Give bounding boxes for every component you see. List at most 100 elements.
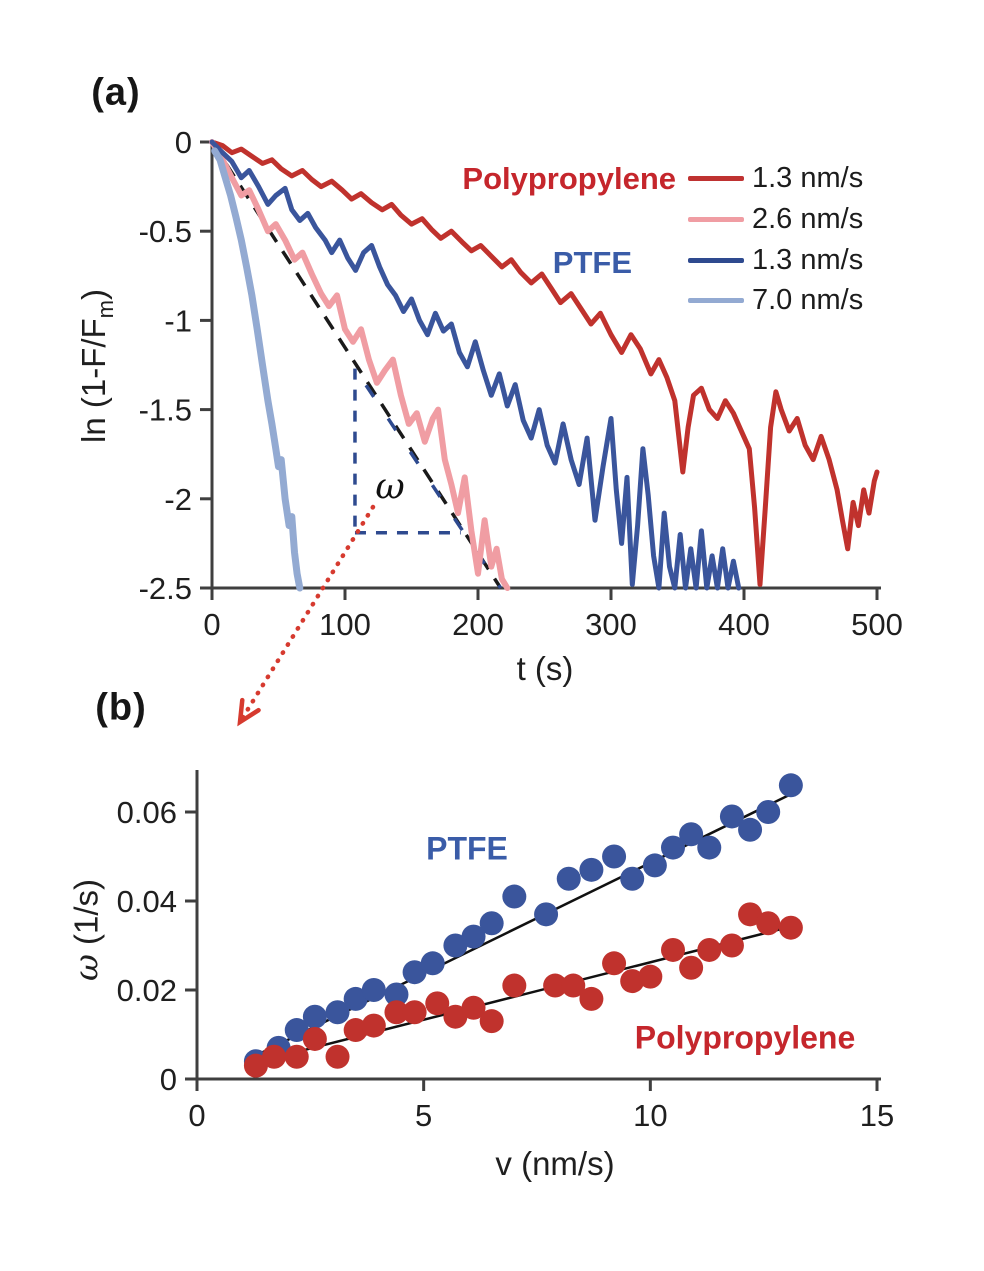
scatter-dot-ptfe — [719, 804, 744, 829]
panel-b-ytick-label: 0 — [160, 1062, 177, 1097]
ylabel-a-sub: m — [92, 300, 118, 319]
scatter-dot-polypropylene — [402, 1000, 427, 1025]
panel-a-xtick-label: 400 — [718, 607, 770, 642]
legend-entry-ptfe-7.0: 7.0 nm/s — [688, 283, 863, 317]
panel-a-ytick-label: -2.5 — [139, 571, 192, 606]
panel-b-x-axis-title: v (nm/s) — [495, 1145, 615, 1182]
scatter-dot-ptfe — [343, 986, 368, 1011]
panel-a-xtick-label: 0 — [203, 607, 220, 642]
scatter-dot-ptfe — [602, 844, 627, 869]
scatter-dot-polypropylene — [561, 973, 586, 998]
scatter-dot-polypropylene — [384, 1000, 409, 1025]
legend-entry-ptfe-1.3: 1.3 nm/s — [688, 243, 863, 277]
legend-label-pp-1.3: 1.3 nm/s — [752, 161, 864, 194]
scatter-dot-polypropylene — [479, 1009, 504, 1034]
scatter-dot-polypropylene — [738, 902, 763, 927]
scatter-dot-ptfe — [697, 835, 722, 860]
panel-b-ytick-label: 0.06 — [117, 795, 177, 830]
legend-line-red-icon — [688, 175, 744, 181]
scatter-dot-ptfe — [642, 853, 667, 878]
panel-b-ytick-label: 0.04 — [117, 884, 177, 919]
scatter-dot-polypropylene — [719, 933, 744, 958]
panel-b-label: (b) — [95, 686, 147, 729]
scatter-dot-ptfe — [579, 857, 604, 882]
scatter-dot-ptfe — [384, 982, 409, 1007]
connector-arrowhead-icon — [237, 697, 261, 727]
panel-a-y-axis-title: ln (1-F/Fm) — [75, 289, 119, 443]
polypropylene-series-label: Polypropylene — [634, 1019, 856, 1056]
scatter-dot-ptfe — [284, 1018, 309, 1043]
ylabel-a-main: ln (1-F/F — [75, 318, 113, 443]
scatter-dot-polypropylene — [461, 995, 486, 1020]
scatter-dot-polypropylene — [302, 1026, 327, 1051]
legend-line-pink-icon — [688, 216, 744, 222]
scatter-dot-polypropylene — [661, 937, 685, 962]
ylabel-b-omega: ω — [66, 954, 106, 982]
curve-ptfe-1-3-nm-s — [209, 139, 742, 591]
scatter-dot-polypropylene — [756, 911, 781, 936]
scatter-dot-polypropylene — [243, 1053, 268, 1078]
scatter-dot-ptfe — [502, 884, 527, 909]
panel-a-ytick-label: -1 — [164, 303, 192, 338]
scatter-dot-ptfe — [778, 773, 803, 798]
panel-a-label: (a) — [91, 71, 141, 114]
scatter-dot-polypropylene — [579, 986, 604, 1011]
scatter-dot-polypropylene — [602, 951, 627, 976]
scatter-dot-polypropylene — [638, 964, 663, 989]
scatter-dot-polypropylene — [502, 973, 527, 998]
scatter-dot-polypropylene — [325, 1044, 350, 1069]
scatter-dot-ptfe — [443, 933, 468, 958]
curve-ptfe-7-0-nm-s — [211, 147, 304, 592]
panel-b-xtick-label: 10 — [633, 1098, 667, 1133]
ylabel-b-rest: (1/s) — [67, 878, 105, 955]
panel-a-xtick-label: 300 — [585, 607, 637, 642]
curve-polypropylene-2-6-nm-s — [209, 139, 511, 591]
panel-a-ytick-label: -2 — [164, 482, 192, 517]
scatter-dot-polypropylene — [778, 915, 803, 940]
panel-b-xtick-label: 0 — [188, 1098, 205, 1133]
scatter-dot-ptfe — [302, 1004, 327, 1029]
scatter-dot-ptfe — [325, 1000, 350, 1025]
legend-group-polypropylene: Polypropylene — [462, 161, 676, 196]
legend-group-ptfe: PTFE — [552, 245, 632, 280]
scatter-dot-ptfe — [661, 835, 685, 860]
legend-label-ptfe-1.3: 1.3 nm/s — [752, 243, 864, 276]
curve-polypropylene-1-3-nm-s — [209, 139, 880, 587]
panel-a-xtick-label: 100 — [319, 607, 371, 642]
legend-entry-pp-1.3: 1.3 nm/s — [688, 161, 863, 195]
scatter-dot-ptfe — [738, 817, 763, 842]
scatter-dot-ptfe — [420, 951, 445, 976]
panel-b-xtick-label: 5 — [415, 1098, 432, 1133]
scatter-dot-ptfe — [756, 800, 781, 824]
ylabel-a-end: ) — [75, 289, 113, 300]
scatter-dot-polypropylene — [679, 955, 704, 980]
scatter-dot-polypropylene — [262, 1044, 287, 1069]
scatter-dot-ptfe — [361, 978, 386, 1002]
scatter-dot-polypropylene — [343, 1018, 368, 1043]
legend-label-ptfe-7.0: 7.0 nm/s — [752, 283, 864, 316]
scatter-dot-ptfe — [479, 911, 504, 936]
panel-a-ytick-label: -0.5 — [139, 214, 192, 249]
panel-a-x-axis-title: t (s) — [516, 650, 574, 687]
panel-b-ytick-label: 0.02 — [117, 973, 177, 1008]
legend-label-pp-2.6: 2.6 nm/s — [752, 202, 864, 235]
panel-b-y-axis-title: ω (1/s) — [67, 879, 106, 981]
scatter-dot-polypropylene — [425, 991, 450, 1016]
scatter-dot-ptfe — [534, 902, 559, 927]
legend-line-navy-icon — [688, 257, 744, 263]
scatter-dot-ptfe — [556, 866, 581, 891]
panel-b-xtick-label: 15 — [860, 1098, 894, 1133]
panel-a-xtick-label: 500 — [851, 607, 903, 642]
scatter-dot-polypropylene — [361, 1013, 386, 1038]
scatter-dot-ptfe — [679, 822, 704, 847]
scatter-dot-ptfe — [461, 924, 486, 949]
scatter-dot-polypropylene — [697, 937, 722, 962]
omega-annotation: ω — [375, 466, 405, 508]
panel-a-xtick-label: 200 — [452, 607, 504, 642]
scatter-dot-polypropylene — [620, 969, 645, 994]
legend-entry-pp-2.6: 2.6 nm/s — [688, 202, 863, 236]
scatter-dot-polypropylene — [284, 1044, 309, 1069]
scatter-dot-polypropylene — [443, 1004, 468, 1029]
